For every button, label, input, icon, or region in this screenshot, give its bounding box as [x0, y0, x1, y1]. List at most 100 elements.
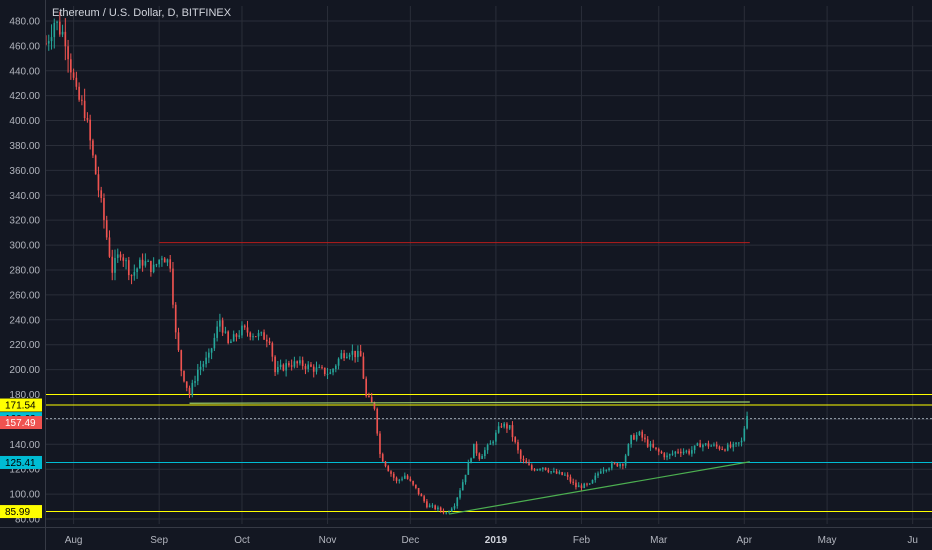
candle-body [495, 432, 497, 442]
y-tick-label: 180.00 [9, 390, 40, 401]
candle-body [586, 483, 588, 485]
candle-up [459, 487, 461, 500]
candle-body [384, 461, 387, 467]
candle-up [508, 425, 511, 431]
candle-body [285, 363, 287, 371]
candle-body [450, 508, 453, 512]
candle-down [420, 493, 423, 497]
candle-body [682, 451, 685, 454]
candle-down [188, 385, 191, 398]
candle-body [594, 475, 597, 480]
candle-body [390, 471, 392, 474]
candle-down [517, 439, 519, 454]
candle-down [390, 470, 392, 477]
candle-up [737, 442, 740, 447]
candle-down [475, 441, 478, 456]
candle-body [544, 467, 547, 470]
candle-up [666, 452, 668, 461]
candle-body [321, 367, 323, 369]
candle-body [724, 449, 726, 451]
y-tick-label: 140.00 [9, 440, 40, 451]
candle-up [158, 259, 160, 268]
price-badge: 85.99 [0, 505, 42, 519]
candle-body [605, 469, 608, 471]
candle-down [721, 446, 724, 451]
candle-up [605, 469, 608, 473]
candle-body [161, 258, 163, 260]
x-tick-label: Sep [150, 535, 168, 546]
candle-up [191, 379, 194, 398]
candle-down [680, 448, 682, 458]
candle-body [318, 367, 321, 369]
candle-body [326, 373, 329, 375]
candle-body [315, 367, 318, 372]
candle-body [707, 443, 710, 447]
candle-body [525, 460, 528, 464]
candle-up [196, 363, 199, 386]
candle-down [103, 193, 105, 229]
candle-body [139, 259, 141, 269]
candle-body [564, 474, 566, 476]
candle-up [713, 442, 715, 447]
candle-down [323, 367, 326, 377]
candle-down [67, 39, 69, 73]
candle-down [271, 341, 274, 362]
candle-up [536, 468, 539, 471]
candle-body [368, 395, 370, 397]
candle-body [144, 261, 147, 266]
price-badge-bg [0, 416, 42, 430]
candle-body [657, 449, 660, 452]
candle-down [354, 350, 356, 363]
price-badge-bg [0, 455, 42, 469]
candle-up [202, 360, 205, 372]
price-badge: 171.54 [0, 398, 42, 412]
candle-up [56, 20, 58, 31]
candle-body [528, 463, 530, 466]
x-tick-label: Apr [737, 535, 753, 546]
candle-up [489, 440, 492, 445]
candle-up [401, 476, 403, 482]
candle-up [608, 467, 610, 472]
candle-body [47, 41, 50, 44]
candle-down [439, 506, 442, 513]
candle-body [514, 437, 517, 443]
candle-body [566, 474, 569, 477]
candle-body [622, 464, 624, 466]
candle-body [307, 364, 310, 369]
candle-up [285, 359, 287, 377]
candle-body [412, 480, 414, 485]
candle-body [448, 511, 450, 513]
candle-body [359, 351, 362, 357]
candle-body [163, 258, 166, 263]
candle-body [230, 341, 232, 343]
price-badge: 125.41 [0, 455, 42, 469]
candle-body [354, 350, 356, 358]
candle-up [484, 447, 486, 459]
candle-body [205, 357, 207, 365]
candle-down [288, 360, 290, 368]
candle-down [290, 359, 293, 371]
candle-body [67, 46, 69, 60]
candle-up [299, 356, 301, 366]
candle-body [735, 442, 737, 444]
candle-up [431, 503, 434, 509]
x-tick-label: Aug [65, 535, 83, 546]
candle-body [580, 485, 583, 489]
candle-body [219, 320, 221, 327]
candle-body [56, 21, 58, 23]
candle-body [500, 426, 503, 428]
candle-body [503, 423, 506, 427]
candle-up [550, 471, 552, 475]
candle-body [409, 478, 412, 481]
candle-down [641, 429, 644, 442]
candle-up [743, 426, 746, 442]
candle-body [445, 512, 448, 514]
candle-body [434, 505, 437, 510]
candle-body [249, 332, 252, 337]
candle-body [185, 381, 188, 388]
candle-body [423, 496, 425, 502]
candle-body [183, 370, 185, 382]
candle-body [426, 501, 428, 508]
neckline [189, 401, 750, 404]
